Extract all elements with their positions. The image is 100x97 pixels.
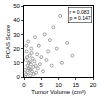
svg-text:30: 30 xyxy=(13,32,20,38)
svg-text:r = 0.083p = 0.147: r = 0.083p = 0.147 xyxy=(70,9,91,22)
svg-text:10: 10 xyxy=(13,60,20,66)
svg-text:5: 5 xyxy=(40,82,44,88)
svg-text:40: 40 xyxy=(13,17,20,23)
svg-text:0: 0 xyxy=(22,82,26,88)
svg-text:10: 10 xyxy=(55,82,62,88)
svg-text:50: 50 xyxy=(13,3,20,9)
svg-text:20: 20 xyxy=(13,46,20,52)
svg-text:20: 20 xyxy=(90,82,97,88)
svg-text:PCAS Score: PCAS Score xyxy=(5,24,11,58)
svg-text:15: 15 xyxy=(72,82,79,88)
svg-text:Tumor Volume (cm³): Tumor Volume (cm³) xyxy=(31,89,85,95)
svg-text:0: 0 xyxy=(17,74,21,80)
